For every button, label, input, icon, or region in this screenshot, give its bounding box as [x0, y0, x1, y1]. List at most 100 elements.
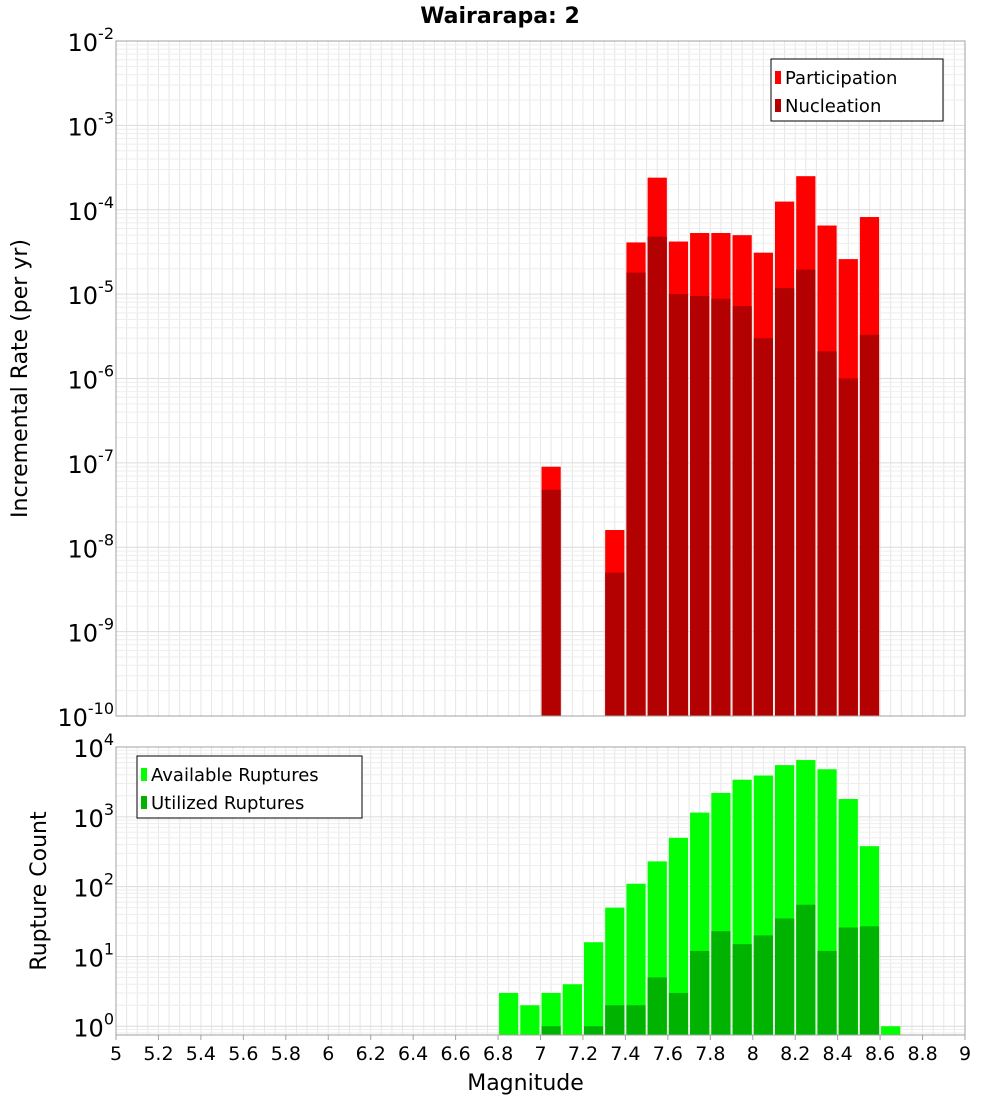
x-tick-label: 8 [747, 1043, 759, 1065]
bar [690, 950, 710, 1035]
legend-entry: Utilized Ruptures [151, 793, 304, 814]
bar [668, 294, 689, 716]
legend-entry: Available Ruptures [151, 765, 319, 786]
x-tick-label: 5.2 [143, 1043, 173, 1065]
x-tick-label: 7.4 [610, 1043, 640, 1065]
y-tick-label: 10-6 [68, 362, 115, 395]
x-tick-label: 6.8 [483, 1043, 513, 1065]
bar [711, 931, 731, 1035]
x-tick-label: 6.6 [440, 1043, 470, 1065]
y-tick-label: 10-10 [57, 699, 114, 732]
bar [583, 1026, 604, 1035]
bar [626, 272, 646, 716]
y-tick-label: 10-8 [68, 530, 115, 563]
bar [838, 378, 858, 716]
bar [838, 927, 858, 1035]
bar [668, 992, 689, 1035]
y-tick-label: 102 [73, 870, 114, 903]
bar [541, 992, 561, 1035]
x-tick-label: 8.2 [780, 1043, 810, 1065]
bar [605, 1005, 625, 1035]
bar [859, 334, 880, 716]
top-series-nucleation [541, 236, 880, 716]
x-tick-label: 8.4 [823, 1043, 853, 1065]
y-tick-label: 10-5 [68, 277, 115, 310]
y-tick-label: 10-7 [68, 446, 115, 479]
bar [626, 1005, 646, 1035]
bar [605, 572, 625, 716]
bar [541, 1026, 561, 1035]
x-tick-label: 7.8 [695, 1043, 725, 1065]
bar [881, 1026, 901, 1035]
legend-swatch [141, 768, 147, 781]
bar [541, 489, 561, 716]
top-y-tick-labels: 10-10 10-9 10-8 10-7 10-6 10-5 10-4 10-3 10-2 [57, 24, 114, 732]
bar [583, 942, 604, 1035]
legend-box [136, 755, 363, 819]
bar [817, 351, 837, 716]
bar [626, 883, 646, 1035]
bar [796, 904, 816, 1035]
x-tick-label: 5.8 [271, 1043, 301, 1065]
x-axis-label: Magnitude [467, 1071, 584, 1096]
y-tick-label: 104 [73, 730, 114, 763]
x-tick-labels: 5 5.2 5.4 5.6 5.8 6 6.2 6.4 6.6 6.8 7 7.2 7.4 7.6 7.8 8… [110, 1035, 971, 1065]
top-panel: 10-10 10-9 10-8 10-7 10-6 10-5 10-4 10-3 10-2 Inc… [8, 24, 966, 732]
bar [520, 1005, 540, 1035]
x-tick-label: 6.2 [356, 1043, 386, 1065]
x-tick-label: 5.6 [228, 1043, 258, 1065]
x-tick-label: 8.8 [907, 1043, 937, 1065]
y-tick-label: 10-4 [68, 193, 115, 226]
bar [668, 837, 689, 1035]
bottom-panel: 100 101 102 103 104 Rupture Count Available Ru… [27, 730, 966, 1042]
x-tick-label: 5.4 [186, 1043, 216, 1065]
y-tick-label: 10-2 [68, 24, 115, 57]
bar [796, 269, 816, 716]
bar [753, 935, 773, 1035]
y-tick-label: 101 [73, 939, 114, 972]
x-tick-label: 7.2 [568, 1043, 598, 1065]
legend-entry: Nucleation [785, 96, 881, 117]
x-tick-label: 9 [959, 1043, 971, 1065]
x-tick-label: 6.4 [398, 1043, 428, 1065]
legend-swatch [141, 796, 147, 809]
x-tick-label: 5 [110, 1043, 122, 1065]
x-tick-label: 8.6 [865, 1043, 895, 1065]
bar [690, 296, 710, 716]
bar [753, 338, 773, 716]
bar [859, 926, 880, 1035]
y-tick-label: 10-3 [68, 108, 115, 141]
bar [711, 298, 731, 716]
bar [562, 984, 582, 1035]
x-tick-label: 6 [322, 1043, 334, 1065]
bottom-y-tick-labels: 100 101 102 103 104 [73, 730, 114, 1042]
y-tick-label: 100 [73, 1009, 114, 1042]
bottom-series-available-ruptures [499, 760, 901, 1035]
top-frame [115, 40, 966, 717]
bar [647, 977, 667, 1035]
y-tick-label: 10-9 [68, 615, 115, 648]
legend-entry: Participation [785, 68, 897, 89]
bar [774, 918, 795, 1035]
bar [647, 236, 667, 716]
x-tick-label: 7 [534, 1043, 546, 1065]
legend-box [770, 58, 944, 122]
bar [774, 288, 795, 716]
bar [499, 992, 519, 1035]
legend-swatch [775, 71, 781, 84]
bar [605, 907, 625, 1035]
bar [732, 306, 752, 716]
x-tick-label: 7.6 [653, 1043, 683, 1065]
y-tick-label: 103 [73, 800, 114, 833]
bottom-y-axis-label: Rupture Count [27, 811, 52, 971]
bottom-series-utilized-ruptures [541, 904, 880, 1035]
chart-title: Wairarapa: 2 [420, 4, 580, 29]
top-legend: Participation Nucleation [770, 58, 944, 122]
bottom-legend: Available Ruptures Utilized Ruptures [136, 755, 363, 819]
top-y-axis-label: Incremental Rate (per yr) [8, 239, 33, 518]
bar [817, 950, 837, 1035]
legend-swatch [775, 99, 781, 112]
bar [732, 944, 752, 1035]
